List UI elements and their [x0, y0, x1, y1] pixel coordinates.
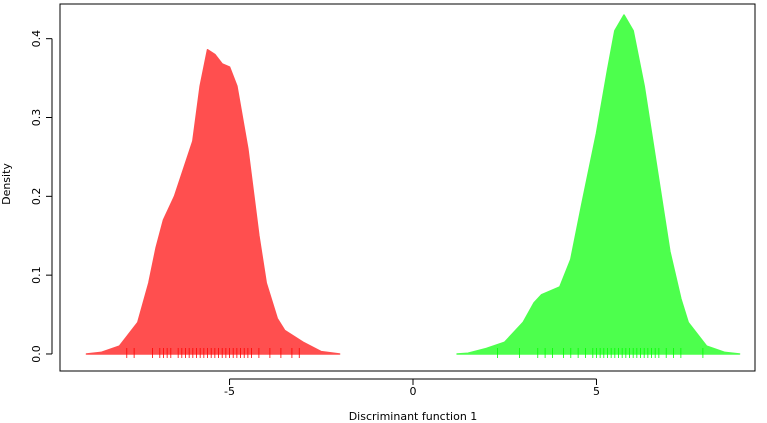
y-axis-label: Density	[0, 163, 13, 205]
y-tick-label: 0.1	[30, 266, 43, 284]
density-area	[456, 14, 741, 355]
x-tick-label: 5	[593, 385, 600, 398]
x-axis-label: Discriminant function 1	[349, 410, 478, 423]
y-tick-label: 0.3	[30, 109, 43, 127]
density-area	[85, 48, 341, 355]
x-tick-label: -5	[224, 385, 235, 398]
y-tick-label: 0.2	[30, 188, 43, 206]
y-tick-label: 0.0	[30, 345, 43, 363]
y-tick-label: 0.4	[30, 30, 43, 48]
plot-box	[59, 3, 756, 372]
x-tick-label: 0	[410, 385, 417, 398]
